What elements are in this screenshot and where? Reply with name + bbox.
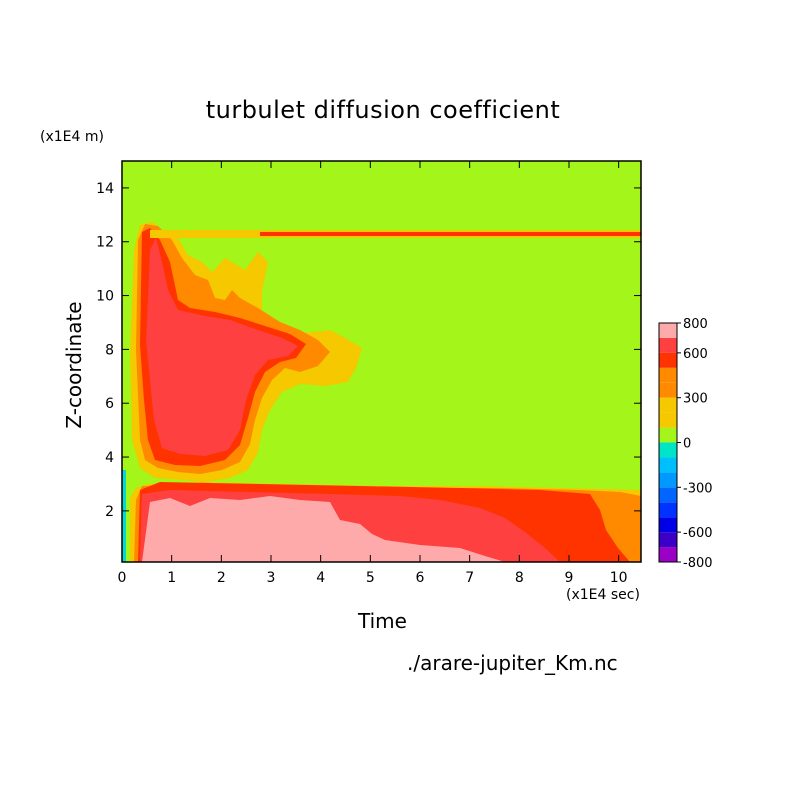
source-file-label: ./arare-jupiter_Km.nc [407, 651, 618, 675]
contour-thin-layer-inner [260, 232, 641, 236]
colorbar-swatch [659, 532, 677, 548]
y-tick-label: 2 [105, 504, 114, 520]
colorbar-swatch [659, 323, 677, 338]
x-tick-label: 1 [167, 570, 176, 586]
colorbar-swatch [659, 442, 677, 458]
y-tick-label: 4 [105, 450, 114, 466]
y-axis-label: Z-coordinate [62, 301, 86, 429]
colorbar-swatch [659, 412, 677, 428]
x-tick-label: 7 [465, 570, 474, 586]
y-tick-label: 6 [105, 396, 114, 412]
colorbar-swatch [659, 397, 677, 413]
colorbar-swatch [659, 457, 677, 473]
y-axis-unit: (x1E4 m) [40, 129, 104, 145]
y-tick-label: 8 [105, 342, 114, 358]
chart-title: turbulet diffusion coefficient [205, 96, 561, 124]
x-tick-label: 2 [217, 570, 226, 586]
contour-near-zero-edge [122, 470, 126, 562]
x-tick-label: 4 [316, 570, 325, 586]
colorbar-swatch [659, 382, 677, 398]
y-tick-label: 14 [96, 181, 114, 197]
colorbar-swatch [659, 517, 677, 533]
colorbar-label: -600 [683, 526, 713, 541]
colorbar-label: 800 [683, 317, 708, 332]
colorbar-label: 600 [683, 347, 708, 362]
x-tick-label: 5 [366, 570, 375, 586]
colorbar-swatch [659, 502, 677, 518]
x-axis-label: Time [358, 609, 407, 633]
colorbar-label: -800 [683, 556, 713, 571]
x-tick-label: 9 [565, 570, 574, 586]
x-tick-label: 8 [515, 570, 524, 586]
x-tick-label: 10 [610, 570, 628, 586]
y-tick-label: 12 [96, 235, 114, 251]
x-tick-label: 0 [118, 570, 127, 586]
y-tick-label: 10 [96, 289, 114, 305]
colorbar-swatch [659, 352, 677, 368]
contour-field [122, 161, 641, 562]
x-tick-label: 6 [416, 570, 425, 586]
colorbar-swatch [659, 547, 677, 562]
colorbar-swatch [659, 367, 677, 383]
colorbar-swatch [659, 427, 677, 443]
colorbar-label: -300 [683, 481, 713, 496]
colorbar: 800 600 300 0 -300 -600 -800 [658, 317, 713, 571]
contour-lower-core [142, 496, 505, 562]
colorbar-swatch [659, 487, 677, 503]
colorbar-swatch [659, 337, 677, 353]
colorbar-label: 300 [683, 392, 708, 407]
colorbar-label: 0 [683, 437, 691, 452]
plot-frame [121, 160, 642, 563]
contour-upper-core [146, 238, 298, 456]
colorbar-swatch [659, 472, 677, 488]
x-tick-label: 3 [267, 570, 276, 586]
x-axis-unit: (x1E4 sec) [566, 587, 640, 603]
